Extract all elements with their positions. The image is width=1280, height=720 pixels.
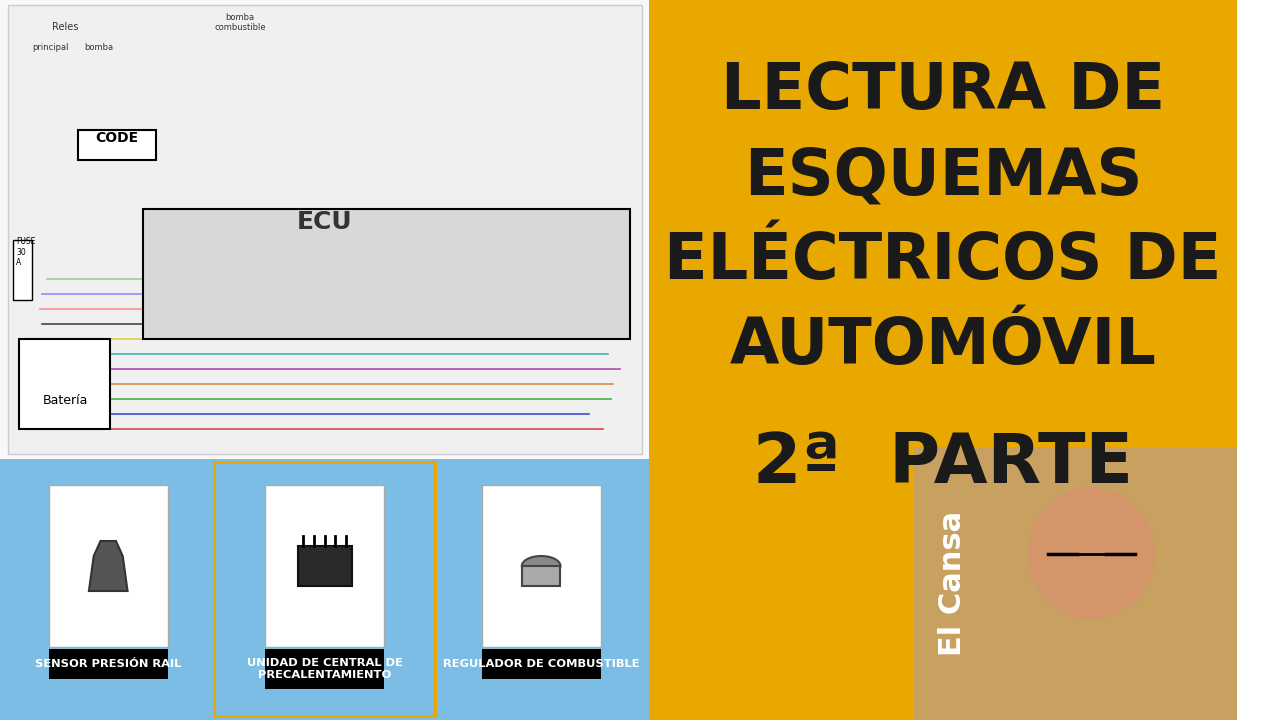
Bar xyxy=(265,485,384,647)
Bar xyxy=(298,546,352,586)
Text: ESQUEMAS: ESQUEMAS xyxy=(744,145,1142,207)
Text: principal: principal xyxy=(32,43,69,52)
Text: ECU: ECU xyxy=(297,210,352,234)
Bar xyxy=(649,0,1236,720)
Bar xyxy=(481,485,600,647)
Bar xyxy=(0,459,649,720)
Bar xyxy=(78,130,156,160)
Bar xyxy=(481,649,600,679)
Text: LECTURA DE: LECTURA DE xyxy=(721,60,1165,122)
Text: bomba: bomba xyxy=(84,43,114,52)
Bar xyxy=(265,649,384,689)
Polygon shape xyxy=(88,541,128,591)
Text: ELÉCTRICOS DE: ELÉCTRICOS DE xyxy=(664,230,1222,292)
Bar xyxy=(522,566,561,586)
Circle shape xyxy=(1029,488,1155,618)
Text: FUSE
30
A: FUSE 30 A xyxy=(17,237,36,267)
Bar xyxy=(212,461,436,718)
Bar xyxy=(914,447,1236,720)
Bar xyxy=(0,0,649,459)
Text: Reles: Reles xyxy=(52,22,78,32)
Bar xyxy=(13,240,32,300)
Text: UNIDAD DE CENTRAL DE
PRECALENTAMIENTO: UNIDAD DE CENTRAL DE PRECALENTAMIENTO xyxy=(247,658,403,680)
Bar xyxy=(8,5,641,454)
Text: El Cansa: El Cansa xyxy=(938,511,968,656)
Text: bomba
combustible: bomba combustible xyxy=(215,13,266,32)
Text: CODE: CODE xyxy=(95,131,138,145)
Bar xyxy=(143,209,630,339)
Text: AUTOMÓVIL: AUTOMÓVIL xyxy=(730,315,1157,377)
Text: 2ª  PARTE: 2ª PARTE xyxy=(753,430,1133,497)
Text: SENSOR PRESIÓN RAIL: SENSOR PRESIÓN RAIL xyxy=(35,659,182,669)
Ellipse shape xyxy=(522,556,561,576)
Text: REGULADOR DE COMBUSTIBLE: REGULADOR DE COMBUSTIBLE xyxy=(443,659,640,669)
Bar xyxy=(19,339,110,429)
Text: Batería: Batería xyxy=(42,394,87,407)
Bar xyxy=(216,464,433,715)
Bar xyxy=(49,485,168,647)
Bar xyxy=(49,649,168,679)
